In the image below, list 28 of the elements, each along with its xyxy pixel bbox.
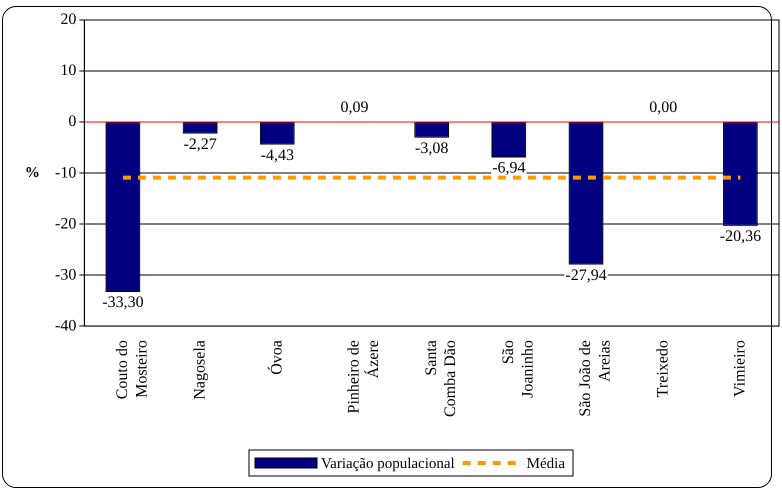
x-tick-label: Vimieiro: [732, 340, 749, 397]
y-tick-label: -10: [55, 164, 76, 182]
x-tick-label: São João de Areias: [577, 340, 614, 417]
y-tick-label: -30: [55, 266, 76, 284]
y-tick-label: -20: [55, 215, 76, 232]
data-label: 0,09: [340, 98, 368, 116]
y-tick-label: 0: [68, 113, 76, 130]
y-axis-title: %: [24, 164, 40, 181]
y-tick-label: -40: [55, 317, 76, 334]
data-label: -4,43: [260, 146, 294, 164]
y-tick-label: 20: [60, 11, 76, 28]
data-label: -2,27: [183, 136, 217, 153]
legend-label: Média: [526, 456, 566, 472]
x-tick-label: Couto do Mosteiro: [114, 340, 150, 400]
data-label: -33,30: [102, 294, 144, 312]
x-tick-label: Pinheiro de Ázere: [346, 340, 382, 414]
x-tick-label: Nagosela: [191, 340, 208, 400]
data-label: -20,36: [720, 228, 762, 246]
data-label: -3,08: [415, 140, 448, 157]
y-tick-label: 10: [60, 62, 76, 80]
data-label: -6,94: [492, 160, 526, 177]
data-label: 0,00: [649, 99, 678, 116]
x-tick-label: São Joaninho: [500, 340, 536, 398]
legend-label: Variação populacional: [320, 456, 455, 472]
x-tick-label: Treixedo: [654, 340, 672, 398]
data-label: -27,94: [565, 266, 607, 284]
x-tick-label: Óvoa: [267, 340, 286, 375]
x-tick-label: Santa Comba Dão: [422, 340, 460, 417]
